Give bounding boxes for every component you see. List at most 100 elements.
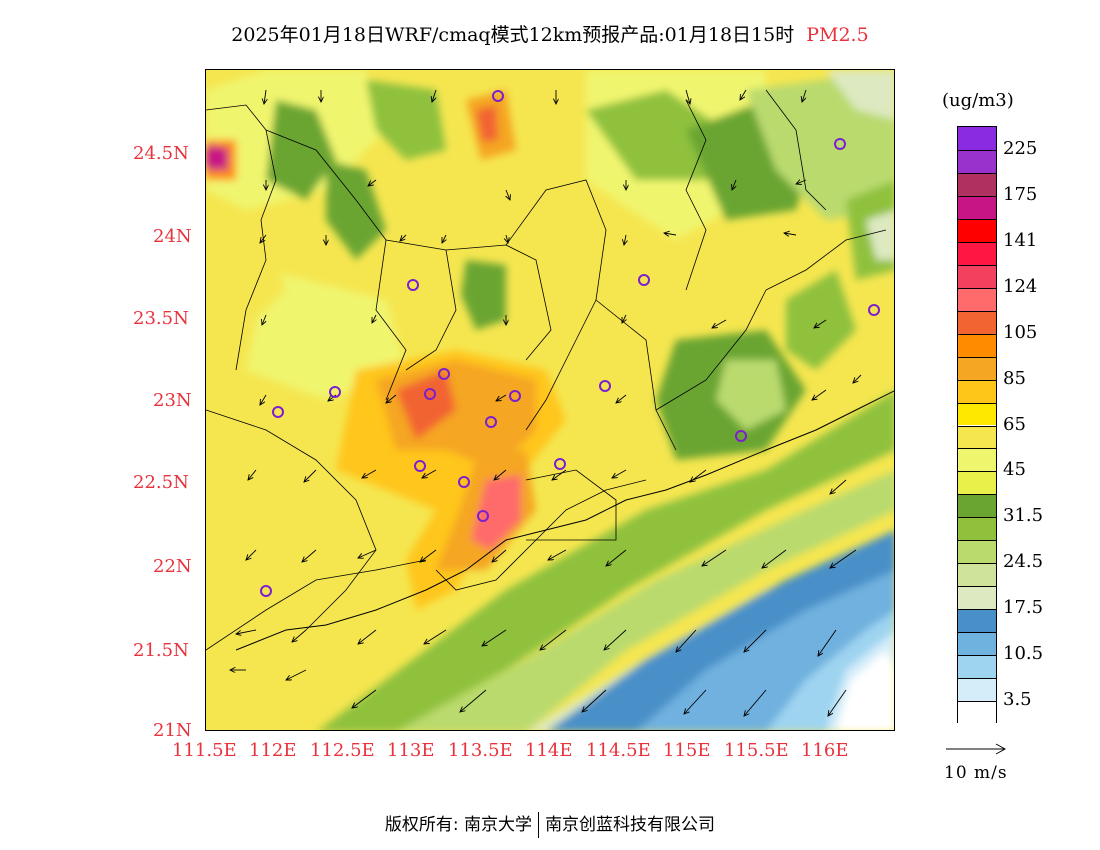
station-circle-icon <box>599 380 611 392</box>
figure-title: 2025年01月18日WRF/cmaq模式12km预报产品:01月18日15时 P… <box>0 20 1100 47</box>
wind-arrow-icon <box>744 689 767 716</box>
wind-arrow-icon <box>358 549 377 558</box>
wind-arrow-icon <box>372 314 376 323</box>
colorbar-segment <box>958 356 996 380</box>
wind-arrow-icon <box>582 689 607 712</box>
colorbar-segment <box>958 379 996 403</box>
wind-arrow-icon <box>432 89 437 102</box>
wind-arrow-icon <box>248 469 257 480</box>
lon-label: 111.5E <box>172 740 237 761</box>
colorbar-segment <box>958 402 996 426</box>
lat-label: 24N <box>153 226 192 247</box>
wind-arrow-icon <box>496 394 507 401</box>
colorbar-segment <box>958 264 996 288</box>
lat-label: 22N <box>153 556 192 577</box>
lat-label: 24.5N <box>133 143 189 164</box>
station-circle-icon <box>458 476 470 488</box>
wind-arrow-icon <box>358 629 377 644</box>
colorbar-segment <box>958 310 996 334</box>
station-circle-icon <box>509 390 521 402</box>
wind-arrow-icon <box>796 180 807 184</box>
colorbar-segment <box>958 425 996 449</box>
colorbar-label: 105 <box>1003 321 1038 343</box>
wind-arrow-icon <box>362 469 377 478</box>
lon-label: 115E <box>663 740 711 761</box>
footer-left: 版权所有: 南京大学 <box>384 815 533 835</box>
wind-arrow-icon <box>712 319 727 328</box>
colorbar-label: 31.5 <box>1003 505 1044 527</box>
wind-arrow-icon <box>260 234 267 243</box>
colorbar-label: 175 <box>1003 183 1038 205</box>
wind-arrow-icon <box>482 629 507 646</box>
station-circle-icon <box>554 458 566 470</box>
wind-arrow-icon <box>506 234 508 243</box>
colorbar-label: 225 <box>1003 137 1038 159</box>
footer-separator <box>538 812 540 838</box>
wind-arrow-icon <box>460 689 487 712</box>
wind-arrow-icon <box>260 394 267 405</box>
wind-arrow-icon <box>616 394 627 403</box>
wind-arrow-icon <box>304 469 317 482</box>
wind-arrow-icon <box>420 549 437 562</box>
station-circle-icon <box>424 388 436 400</box>
lon-label: 115.5E <box>724 740 789 761</box>
lon-label: 114E <box>525 740 573 761</box>
wind-arrow-icon <box>540 629 567 650</box>
wind-arrow-icon <box>853 374 862 383</box>
lat-label: 23N <box>153 390 192 411</box>
stations-layer <box>260 90 880 597</box>
station-circle-icon <box>260 585 272 597</box>
lat-label: 23.5N <box>133 308 189 329</box>
colorbar-segment <box>958 448 996 472</box>
wind-arrow-icon <box>732 179 736 190</box>
colorbar-segment <box>958 586 996 610</box>
wind-arrow-icon <box>442 234 446 243</box>
station-circle-icon <box>834 138 846 150</box>
wind-arrow-icon <box>690 469 707 482</box>
wind-arrow-icon <box>762 549 787 568</box>
colorbar-segment <box>958 241 996 265</box>
wind-reference-arrow-icon <box>946 743 1007 755</box>
colorbar-label: 65 <box>1003 413 1026 435</box>
map-panel <box>205 69 895 731</box>
title-main: 2025年01月18日WRF/cmaq模式12km预报产品:01月18日15时 <box>231 24 795 46</box>
lon-label: 114.5E <box>586 740 651 761</box>
colorbar-segment <box>958 609 996 633</box>
wind-arrow-icon <box>292 629 307 642</box>
wind-arrow-icon <box>702 549 727 566</box>
copyright-footer: 版权所有: 南京大学 南京创蓝科技有限公司 <box>0 810 1100 838</box>
lon-label: 116E <box>801 740 849 761</box>
colorbar-units: (ug/m3) <box>942 90 1014 111</box>
lon-label: 113.5E <box>448 740 513 761</box>
station-circle-icon <box>485 416 497 428</box>
wind-arrow-icon <box>552 469 567 480</box>
wind-arrow-icon <box>830 549 857 568</box>
lon-label: 112.5E <box>310 740 375 761</box>
station-circle-icon <box>414 460 426 472</box>
wind-arrow-icon <box>830 479 847 494</box>
coastline <box>235 390 894 651</box>
wind-arrow-icon <box>802 89 807 102</box>
colorbar-label: 17.5 <box>1003 597 1044 619</box>
wind-arrow-icon <box>818 629 837 656</box>
wind-arrow-icon <box>814 319 827 328</box>
lat-label: 21N <box>153 720 192 741</box>
colorbar-segment <box>958 172 996 196</box>
wind-arrow-icon <box>302 549 317 562</box>
wind-arrow-icon <box>492 549 507 562</box>
wind-arrow-icon <box>612 469 627 478</box>
colorbar-segment <box>958 517 996 541</box>
wind-reference-label: 10 m/s <box>944 763 1008 783</box>
colorbar-segment <box>958 494 996 518</box>
lon-label: 113E <box>387 740 435 761</box>
wind-arrow-icon <box>784 233 797 235</box>
colorbar-segment <box>958 218 996 242</box>
station-circle-icon <box>638 274 650 286</box>
colorbar-label: 124 <box>1003 275 1038 297</box>
wind-arrow-icon <box>744 629 767 652</box>
colorbar-segment <box>958 195 996 219</box>
colorbar-segment <box>958 287 996 311</box>
wind-arrow-icon <box>740 89 747 100</box>
wind-arrow-icon <box>506 189 510 200</box>
colorbar-segment <box>958 127 996 150</box>
